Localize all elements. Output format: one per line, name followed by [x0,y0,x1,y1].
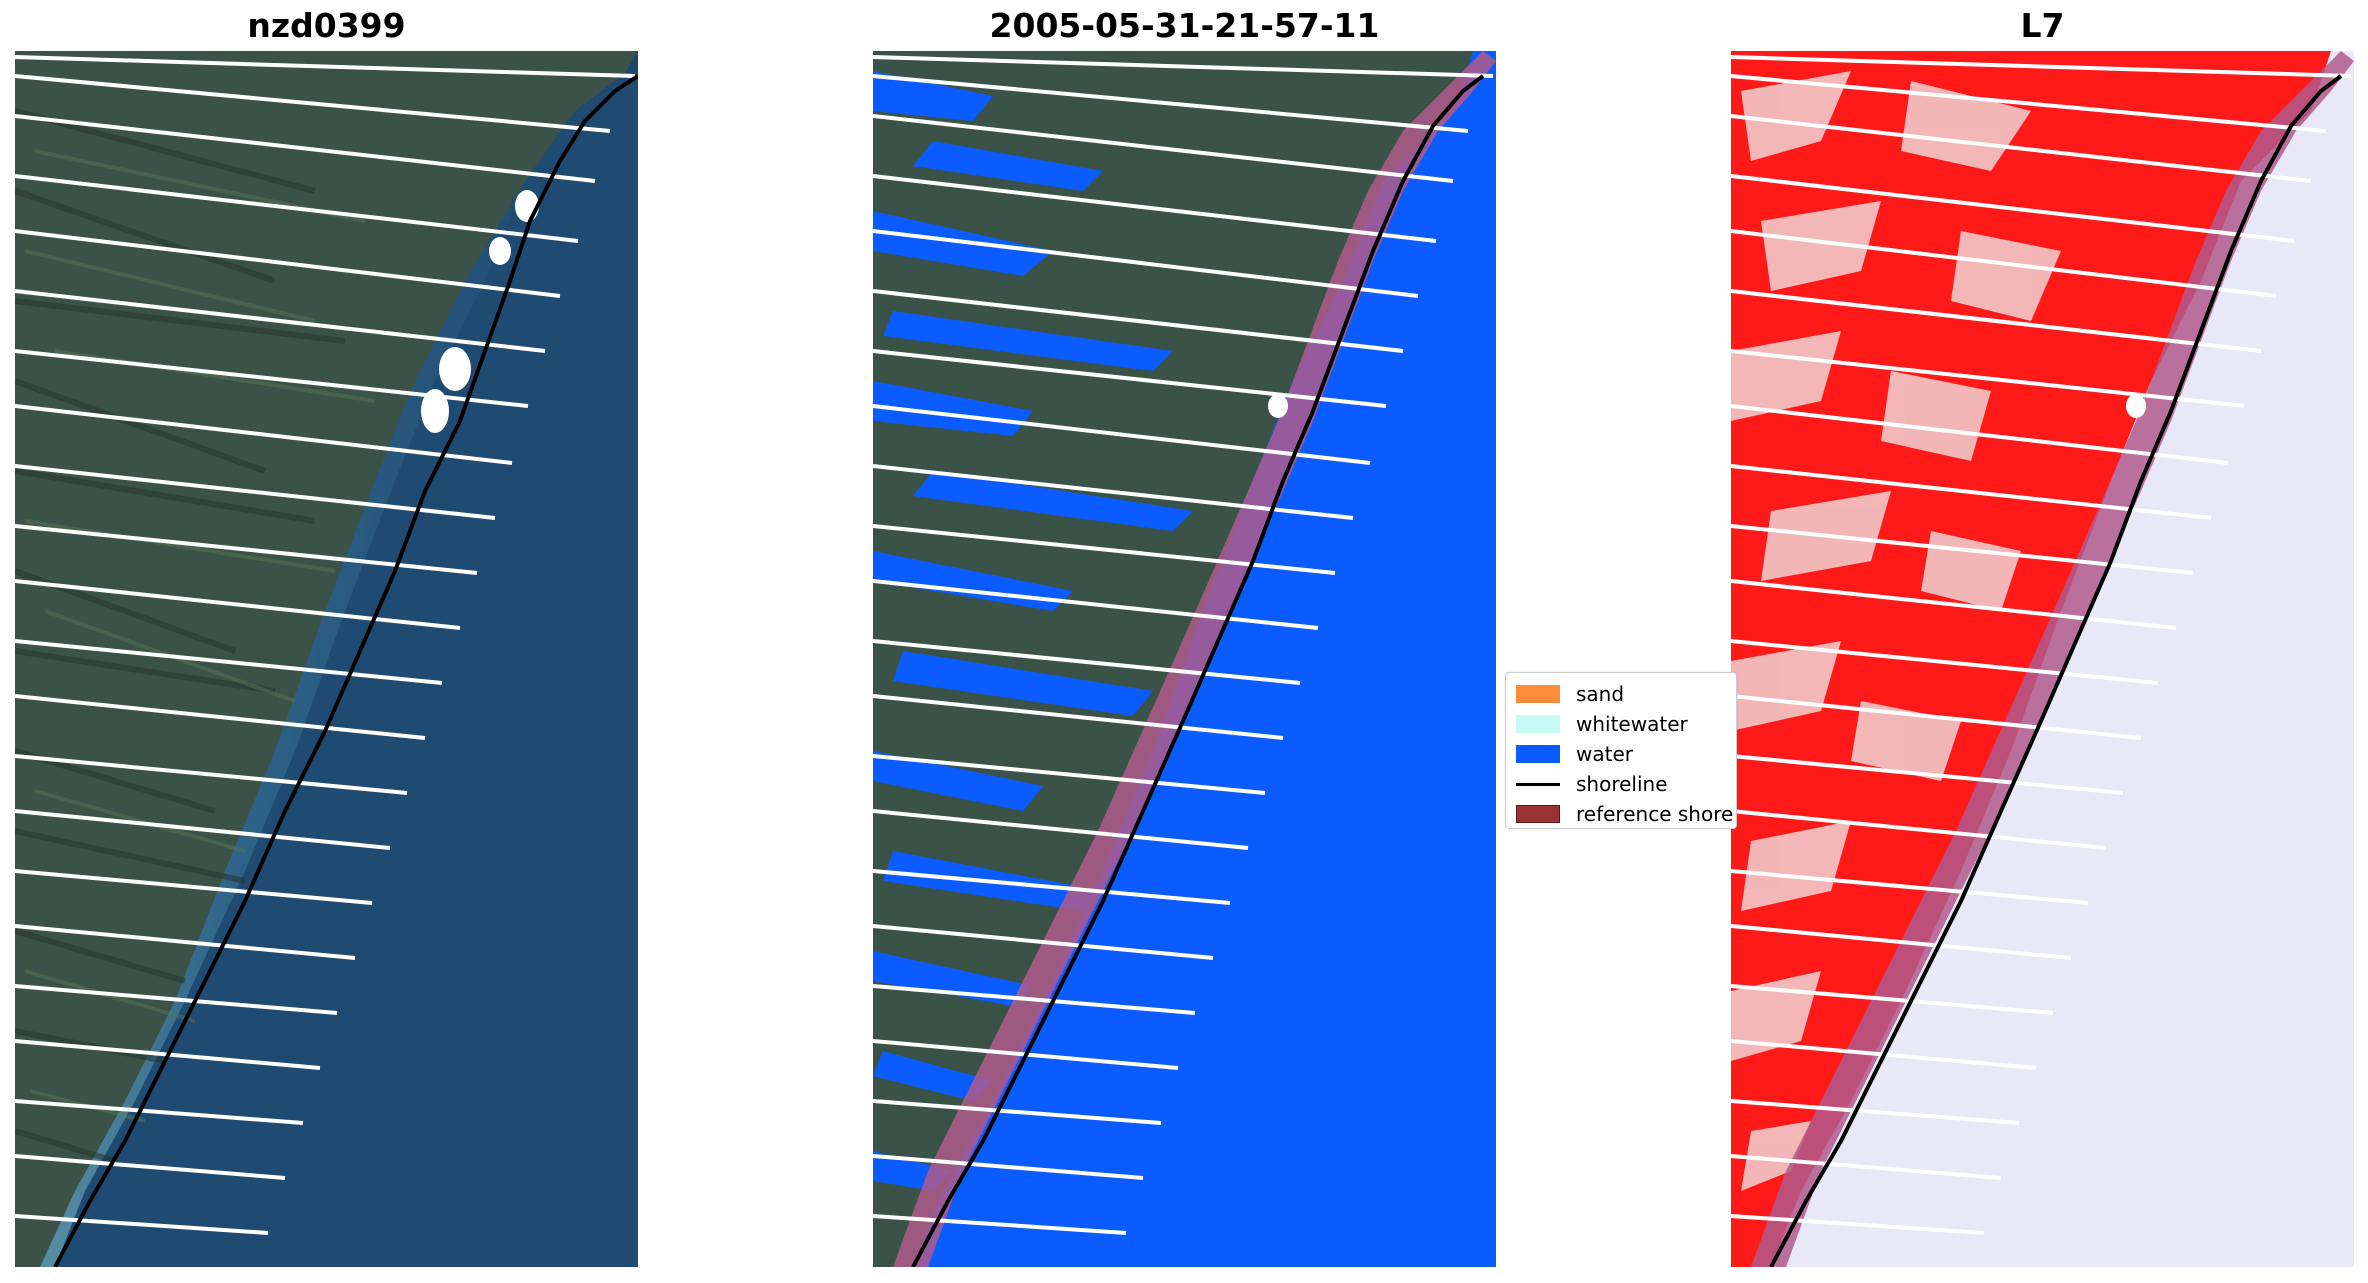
legend-item-reference-shore: reference shore [1516,801,1733,827]
transects [15,55,636,1235]
legend-item-sand: sand [1516,681,1624,707]
legend-label-sand: sand [1576,682,1625,706]
land-area [15,51,638,1267]
index-image-panel[interactable] [1731,51,2354,1267]
rgb-image [15,51,638,1267]
land-highlights [1731,71,2061,1191]
whitewater-swatch [1516,715,1560,733]
legend-label-water: water [1576,742,1633,766]
shoreline-swatch [1516,782,1560,786]
rgb-image-panel[interactable] [15,51,638,1267]
legend-item-whitewater: whitewater [1516,711,1688,737]
panel-title-index: L7 [2020,6,2065,45]
water-swatch [1516,745,1560,763]
transects [873,55,1494,1235]
legend-item-water: water [1516,741,1633,767]
classified-image-panel[interactable] [873,51,1496,1267]
classified-image [873,51,1496,1267]
legend-label-whitewater: whitewater [1576,712,1688,736]
shoreline [53,74,638,1267]
sand-swatch [1516,685,1560,703]
panel-title-rgb: nzd0399 [247,6,406,45]
index-image [1731,51,2354,1267]
reference-shore-buffer [893,51,1496,1267]
legend-label-shoreline: shoreline [1576,772,1668,796]
cloud-patch [2126,394,2146,418]
shoreline [1769,74,2343,1267]
transects [1731,55,2352,1235]
panel-title-classified: 2005-05-31-21-57-11 [989,6,1380,45]
shoreline [911,74,1485,1267]
land-index [1731,51,2331,1267]
reference-shore-swatch [1516,805,1560,823]
land-area [873,51,1473,1267]
legend: sand whitewater water shoreline referenc… [1505,672,1737,829]
reference-shore-buffer [1751,51,2354,1267]
legend-item-shoreline: shoreline [1516,771,1668,797]
legend-label-reference-shore: reference shore [1576,802,1734,826]
cloud-patch [1268,394,1288,418]
